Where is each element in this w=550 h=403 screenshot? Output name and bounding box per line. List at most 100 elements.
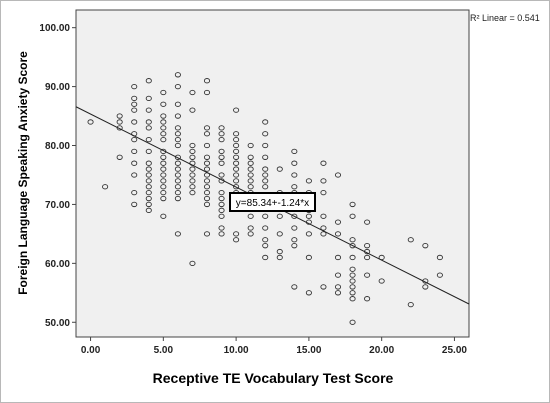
data-point xyxy=(145,166,152,172)
data-point xyxy=(116,154,123,160)
equation-label: y=85.34+-1.24*x xyxy=(236,198,309,209)
data-point xyxy=(131,83,138,90)
data-point xyxy=(116,119,123,125)
data-point xyxy=(291,160,298,166)
data-point xyxy=(247,225,254,231)
data-point xyxy=(203,195,211,202)
x-tick-label: 5.00 xyxy=(154,345,174,356)
data-point xyxy=(116,113,123,119)
data-point xyxy=(233,131,240,137)
data-point xyxy=(349,284,356,290)
data-point xyxy=(233,172,240,178)
data-point xyxy=(131,95,138,102)
data-point xyxy=(262,237,269,243)
data-point xyxy=(233,160,240,166)
data-point xyxy=(203,154,211,160)
data-point xyxy=(131,119,138,125)
data-point xyxy=(131,172,138,178)
y-tick-label: 70.00 xyxy=(45,200,70,211)
data-point xyxy=(203,142,211,149)
data-point xyxy=(174,189,181,196)
data-point xyxy=(247,178,254,184)
data-point xyxy=(262,184,269,190)
data-point xyxy=(305,254,312,261)
data-point xyxy=(174,178,181,184)
data-point xyxy=(131,189,138,196)
data-point xyxy=(174,136,181,143)
data-point xyxy=(131,160,138,166)
data-point xyxy=(276,248,283,255)
data-point xyxy=(349,296,356,302)
data-point xyxy=(174,166,181,172)
data-point xyxy=(160,166,167,172)
data-point xyxy=(320,189,327,196)
equation-box xyxy=(229,192,316,212)
data-point xyxy=(218,225,225,231)
data-point xyxy=(145,195,152,202)
data-point xyxy=(364,296,371,302)
data-point xyxy=(334,272,342,278)
data-point xyxy=(174,131,181,137)
r2-label: R² Linear = 0.541 xyxy=(470,13,540,23)
data-point xyxy=(334,254,342,261)
data-point xyxy=(305,231,312,237)
data-point xyxy=(334,219,342,225)
data-point xyxy=(160,131,167,137)
data-point xyxy=(349,237,356,243)
data-point xyxy=(102,184,109,190)
data-point xyxy=(160,125,167,131)
data-point xyxy=(233,178,240,184)
data-point xyxy=(291,243,298,249)
data-point xyxy=(174,172,181,178)
data-point xyxy=(174,231,181,237)
x-tick-label: 15.00 xyxy=(296,345,321,356)
data-point xyxy=(189,184,196,190)
data-point xyxy=(218,231,225,237)
data-point xyxy=(276,231,283,237)
x-tick-label: 25.00 xyxy=(442,345,467,356)
data-point xyxy=(247,172,254,178)
data-point xyxy=(131,136,138,143)
data-point xyxy=(203,231,211,237)
data-point xyxy=(189,166,196,172)
data-point xyxy=(349,278,356,284)
data-point xyxy=(145,95,152,102)
data-point xyxy=(145,184,152,190)
data-point xyxy=(218,189,225,196)
data-point xyxy=(320,213,327,219)
data-point xyxy=(145,78,152,84)
data-point xyxy=(174,160,181,166)
data-point xyxy=(189,148,196,155)
data-point xyxy=(364,243,371,249)
data-point xyxy=(349,213,356,219)
data-point xyxy=(291,284,298,290)
data-point xyxy=(160,189,167,196)
data-point xyxy=(160,136,167,143)
data-point xyxy=(262,178,269,184)
data-point xyxy=(174,154,181,160)
data-point xyxy=(160,119,167,125)
data-point xyxy=(320,231,327,237)
plot-area xyxy=(75,9,470,338)
data-point xyxy=(262,225,269,231)
data-point xyxy=(203,89,211,96)
data-point xyxy=(349,266,356,272)
data-point xyxy=(334,172,342,178)
data-point xyxy=(189,89,196,96)
data-point xyxy=(247,213,254,219)
data-point xyxy=(203,184,211,190)
data-point xyxy=(233,237,240,243)
data-point xyxy=(218,172,225,178)
data-point xyxy=(262,154,269,160)
data-point xyxy=(407,237,414,243)
data-point xyxy=(407,301,414,308)
data-point xyxy=(320,284,327,290)
data-point xyxy=(349,254,356,261)
data-point xyxy=(334,231,342,237)
data-point xyxy=(203,178,211,184)
data-point xyxy=(262,166,269,172)
data-point xyxy=(436,272,443,278)
data-point xyxy=(145,125,152,131)
